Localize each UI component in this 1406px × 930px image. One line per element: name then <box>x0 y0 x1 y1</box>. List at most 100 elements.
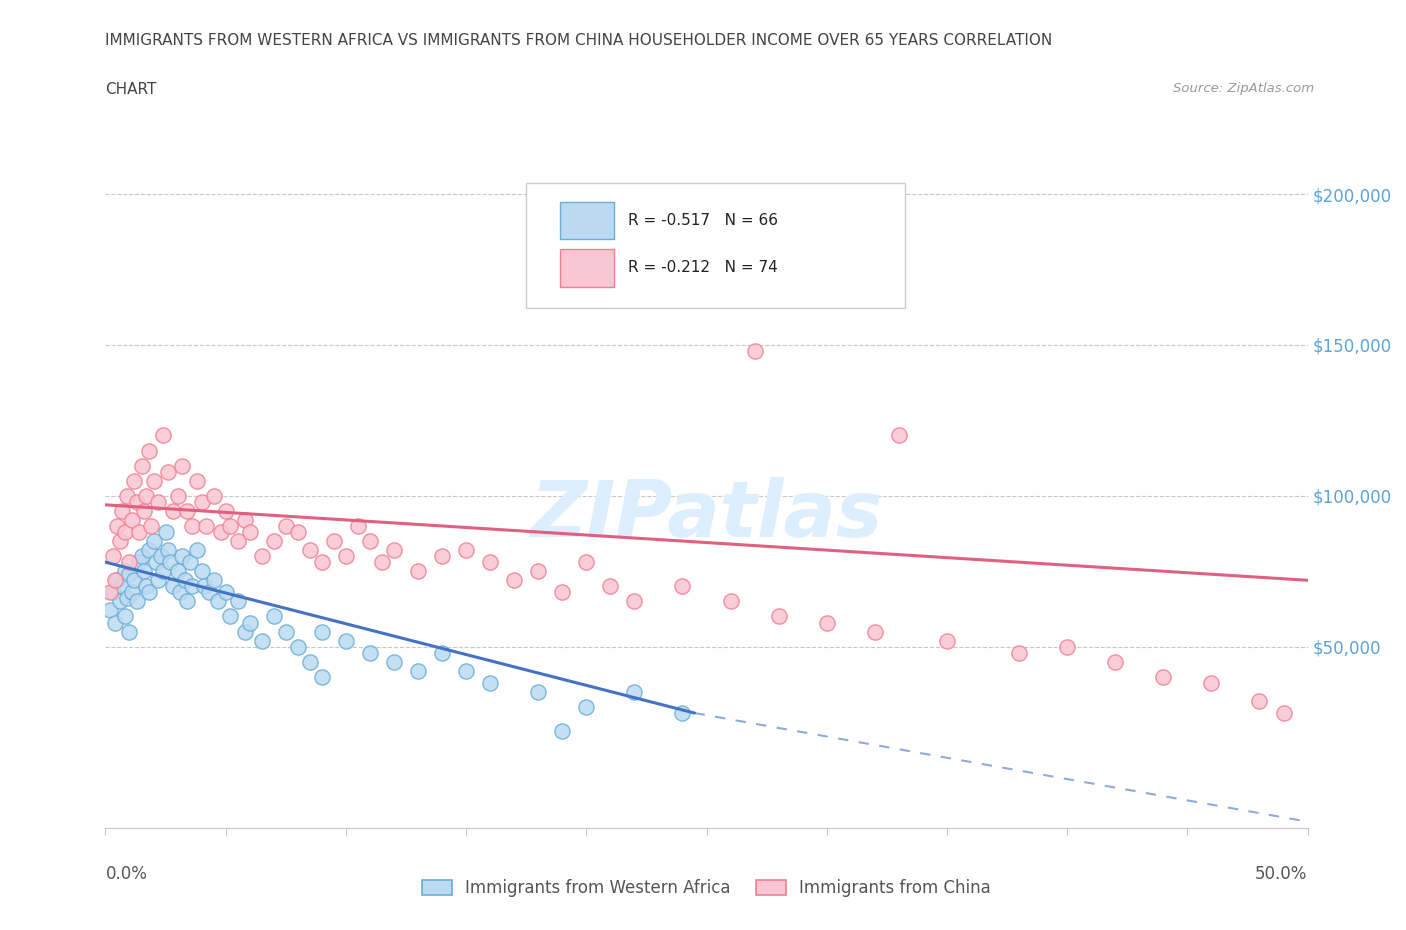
Point <box>371 554 394 569</box>
Point <box>863 202 886 217</box>
Point <box>114 609 136 624</box>
Text: R = -0.517   N = 66: R = -0.517 N = 66 <box>628 213 779 228</box>
Point <box>124 473 146 488</box>
Point <box>250 549 273 564</box>
Point <box>226 534 249 549</box>
Point <box>347 519 370 534</box>
Point <box>172 458 194 473</box>
Point <box>138 585 160 600</box>
Text: 0.0%: 0.0% <box>105 865 148 884</box>
Point <box>233 512 256 527</box>
Point <box>202 573 225 588</box>
Point <box>263 609 285 624</box>
Point <box>720 594 742 609</box>
Point <box>479 554 502 569</box>
Point <box>406 564 429 578</box>
Text: ZIPatlas: ZIPatlas <box>530 477 883 553</box>
Point <box>768 609 790 624</box>
Point <box>149 549 172 564</box>
Point <box>118 566 141 581</box>
Point <box>599 578 621 593</box>
Point <box>162 503 184 518</box>
Point <box>190 495 212 510</box>
Point <box>108 534 131 549</box>
Point <box>152 428 174 443</box>
Point <box>156 464 179 479</box>
Point <box>382 543 405 558</box>
Point <box>111 578 134 593</box>
Point <box>104 573 127 588</box>
Point <box>173 573 195 588</box>
Point <box>263 534 285 549</box>
Legend: Immigrants from Western Africa, Immigrants from China: Immigrants from Western Africa, Immigran… <box>422 880 991 897</box>
Point <box>166 488 188 503</box>
Point <box>142 473 165 488</box>
Point <box>335 633 357 648</box>
Point <box>454 663 477 678</box>
Point <box>114 525 136 539</box>
Point <box>159 554 181 569</box>
Point <box>108 594 131 609</box>
Point <box>148 573 170 588</box>
Point <box>311 624 333 639</box>
Point <box>406 663 429 678</box>
Point <box>98 603 121 618</box>
Point <box>479 675 502 690</box>
Point <box>1104 655 1126 670</box>
Point <box>138 543 160 558</box>
Point <box>111 503 134 518</box>
Point <box>107 519 129 534</box>
Point <box>1201 675 1223 690</box>
Point <box>104 615 127 630</box>
Point <box>214 503 236 518</box>
Point <box>101 549 124 564</box>
Point <box>219 519 242 534</box>
Point <box>198 585 221 600</box>
Point <box>575 554 598 569</box>
Point <box>125 594 148 609</box>
Point <box>152 564 174 578</box>
Point <box>115 488 138 503</box>
Text: CHART: CHART <box>105 82 157 97</box>
Point <box>575 699 598 714</box>
Point <box>176 503 198 518</box>
Point <box>233 624 256 639</box>
Point <box>118 554 141 569</box>
Point <box>287 639 309 654</box>
Point <box>107 573 129 588</box>
Point <box>454 543 477 558</box>
Point <box>176 594 198 609</box>
Point <box>207 594 229 609</box>
Point <box>226 594 249 609</box>
Point <box>623 594 645 609</box>
Point <box>503 573 526 588</box>
Point <box>181 578 204 593</box>
Text: R = -0.212   N = 74: R = -0.212 N = 74 <box>628 260 778 275</box>
Point <box>114 564 136 578</box>
Point <box>169 585 191 600</box>
Point <box>156 543 179 558</box>
Point <box>274 519 297 534</box>
Point <box>219 609 242 624</box>
FancyBboxPatch shape <box>526 183 905 309</box>
Point <box>166 564 188 578</box>
Point <box>121 512 143 527</box>
Point <box>382 655 405 670</box>
Point <box>1008 645 1031 660</box>
Point <box>132 564 155 578</box>
Point <box>430 549 453 564</box>
Text: 50.0%: 50.0% <box>1256 865 1308 884</box>
Point <box>671 706 693 721</box>
Text: Source: ZipAtlas.com: Source: ZipAtlas.com <box>1174 82 1315 95</box>
Point <box>125 495 148 510</box>
Point <box>551 724 574 738</box>
Point <box>744 343 766 358</box>
Point <box>274 624 297 639</box>
Point <box>121 585 143 600</box>
Point <box>132 503 155 518</box>
Point <box>142 534 165 549</box>
Point <box>181 519 204 534</box>
Point <box>138 443 160 458</box>
Point <box>359 645 381 660</box>
Point <box>322 534 344 549</box>
